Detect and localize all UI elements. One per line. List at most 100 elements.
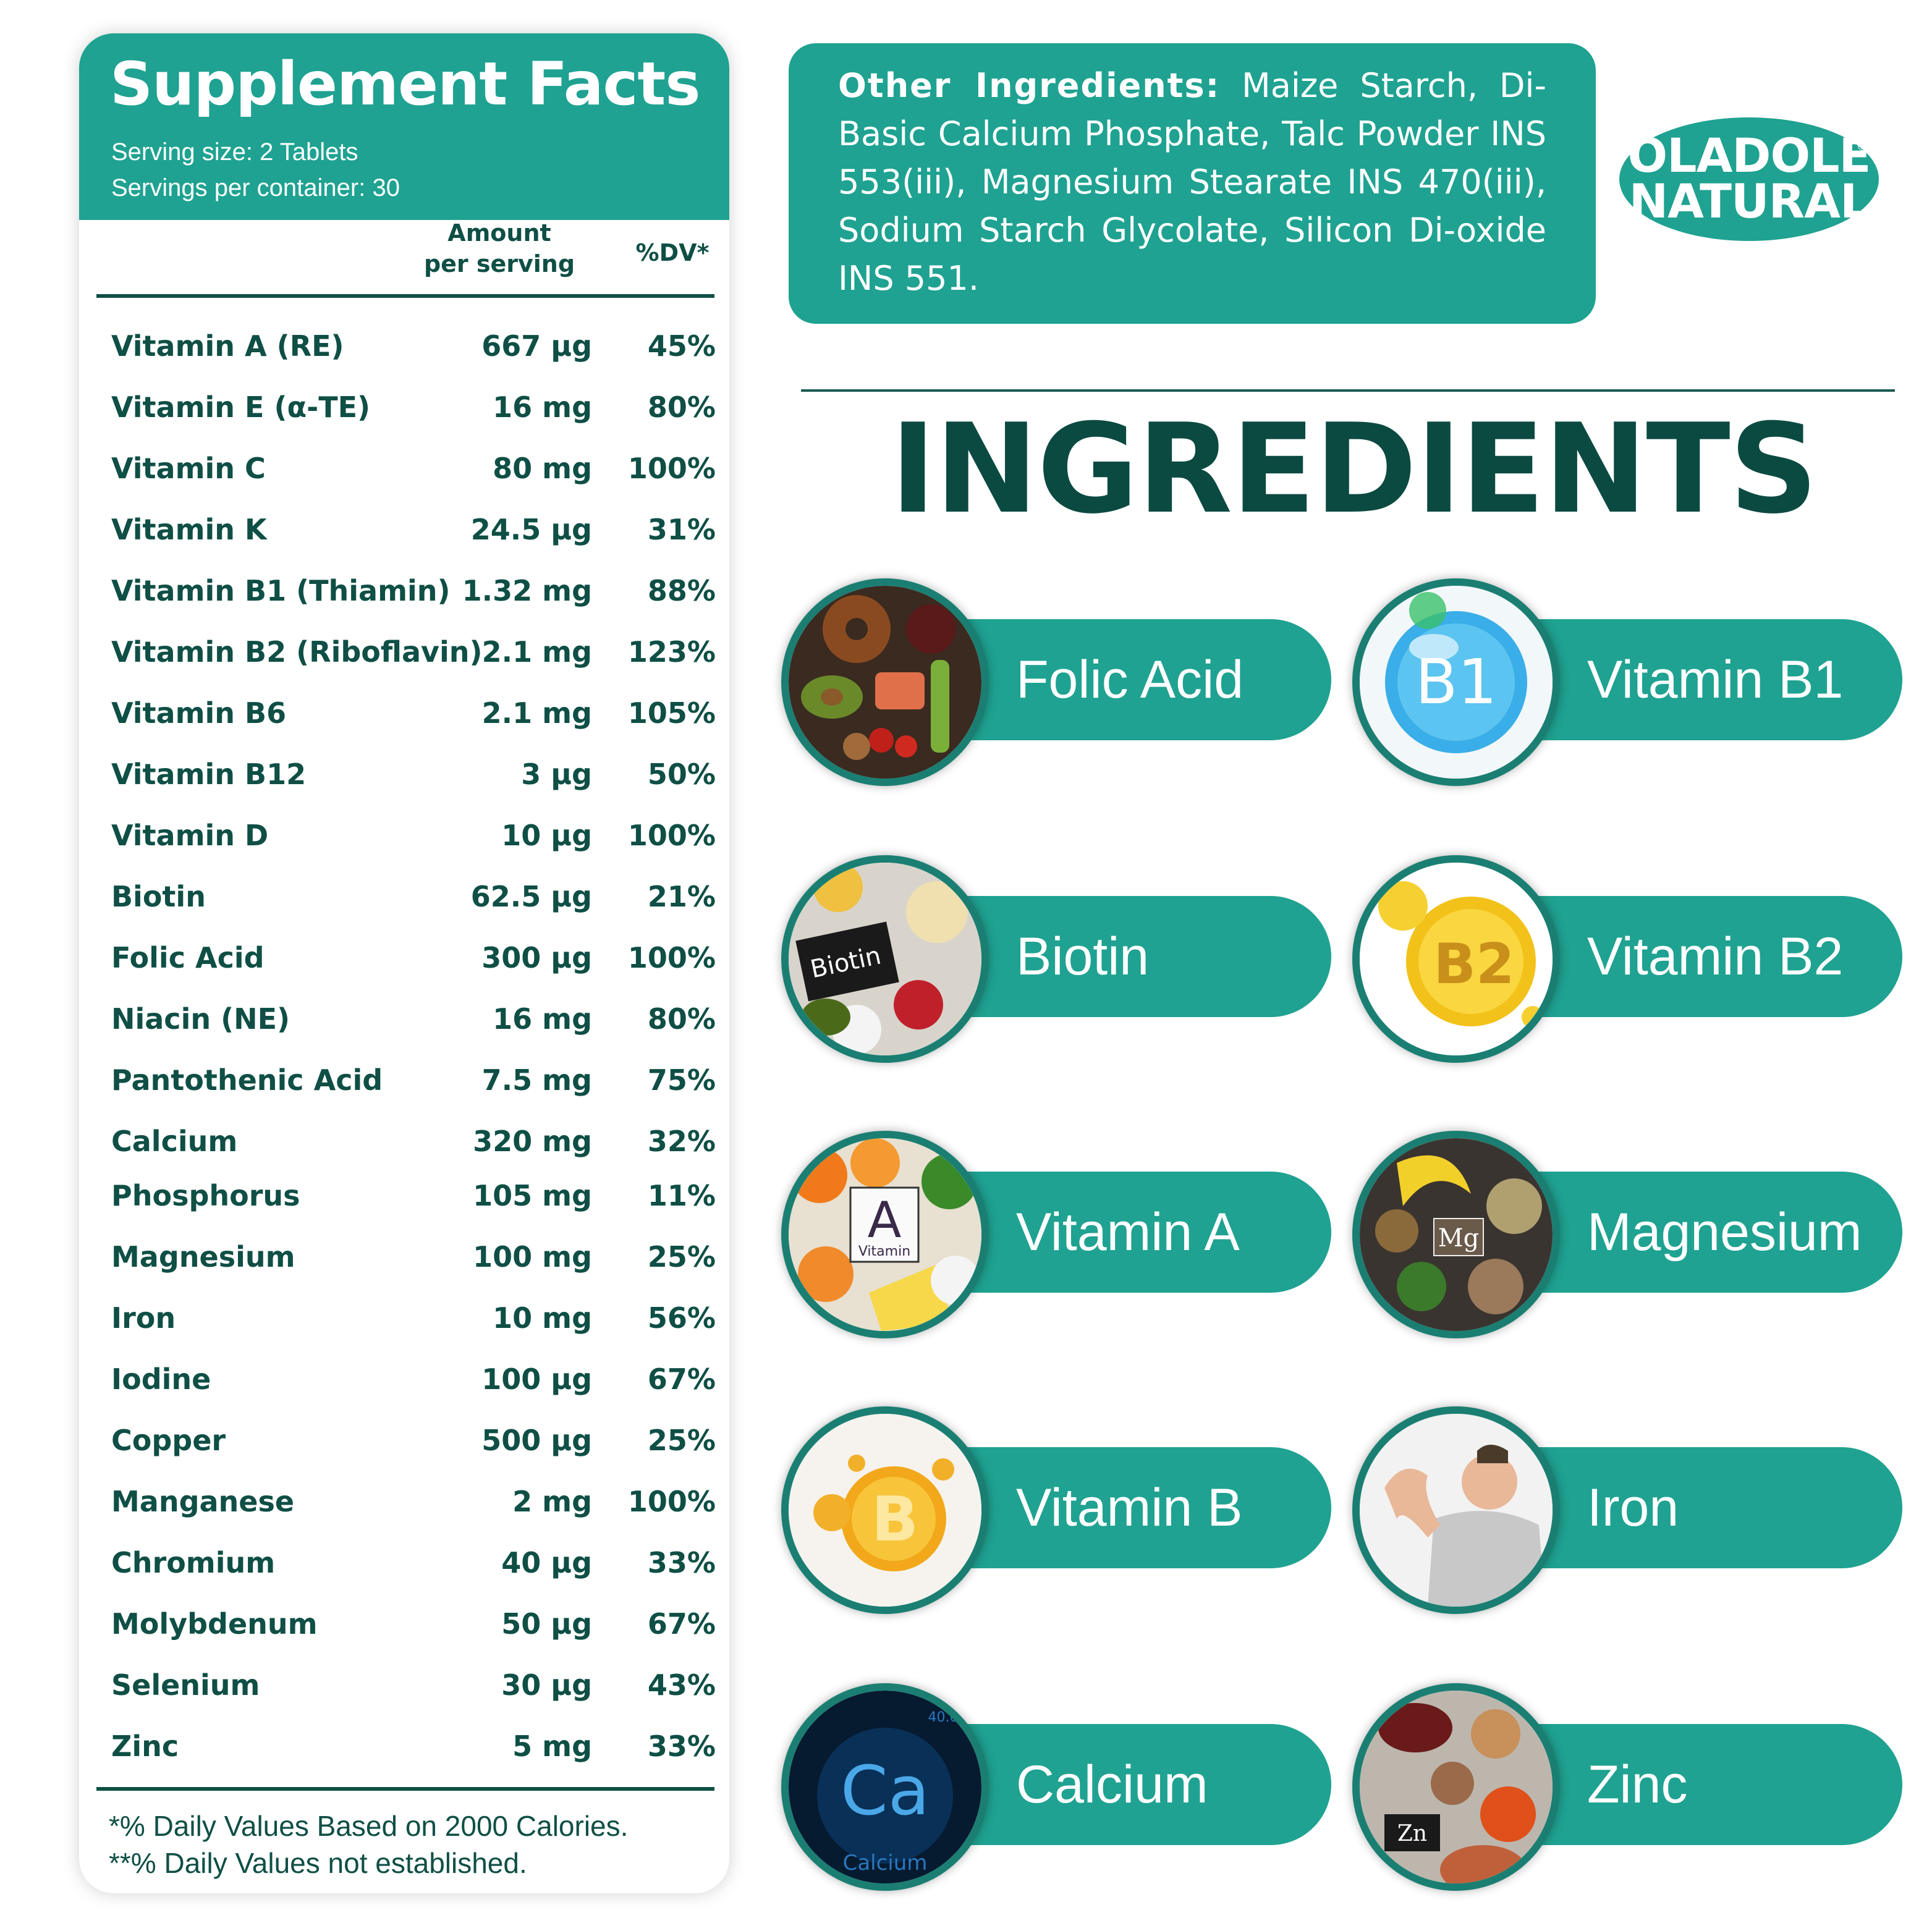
- nutrient-row: Vitamin D 10 µg 100%: [79, 807, 729, 864]
- flexing-man-icon: [1360, 1414, 1553, 1607]
- nutrient-row: Calcium 320 mg 32%: [79, 1113, 729, 1170]
- nutrient-dv: 67%: [647, 1607, 716, 1641]
- nutrient-name: Vitamin B6: [111, 696, 287, 730]
- nutrient-row: Biotin 62.5 µg 21%: [79, 868, 729, 925]
- nutrient-name: Vitamin E (α-TE): [111, 391, 371, 424]
- nutrient-dv: 80%: [647, 391, 716, 424]
- nutrient-dv: 123%: [627, 635, 716, 669]
- nutrient-amount: 500 µg: [481, 1424, 592, 1457]
- biotin-foods-image: Biotin: [781, 855, 989, 1063]
- nutrient-row: Zinc 5 mg 33%: [79, 1718, 729, 1775]
- nutrient-dv: 33%: [647, 1730, 716, 1763]
- nutrient-dv: 32%: [647, 1125, 716, 1158]
- nutrient-name: Vitamin C: [111, 452, 266, 485]
- supplement-facts-header: Supplement Facts Serving size: 2 Tablets…: [79, 33, 729, 220]
- ingredient-badge: Folic Acid: [781, 578, 1337, 788]
- brand-logo: OLADOLE NATURAL ®: [1619, 117, 1879, 241]
- icon-label: B2: [1433, 932, 1514, 997]
- nutrient-row: Vitamin B6 2.1 mg 105%: [79, 685, 729, 742]
- ingredient-label: Calcium: [1016, 1755, 1208, 1814]
- nutrient-amount: 80 mg: [493, 452, 592, 485]
- nutrient-row: Chromium 40 µg 33%: [79, 1534, 729, 1591]
- calcium-element-icon: Ca Calcium 40.0: [789, 1691, 981, 1883]
- registered-mark: ®: [1858, 138, 1868, 154]
- nutrient-dv: 25%: [647, 1424, 716, 1457]
- nutrient-name: Folic Acid: [111, 941, 265, 974]
- nutrient-name: Pantothenic Acid: [111, 1063, 383, 1097]
- nutrient-amount: 50 µg: [501, 1607, 592, 1641]
- nutrient-amount: 10 µg: [501, 819, 592, 852]
- ingredient-badge: Biotin Biotin: [781, 855, 1337, 1065]
- nutrient-name: Phosphorus: [111, 1179, 300, 1212]
- icon-label: Zn: [1397, 1821, 1427, 1846]
- nutrient-amount: 24.5 µg: [470, 513, 592, 546]
- nutrient-amount: 100 µg: [481, 1363, 592, 1396]
- nutrient-dv: 11%: [647, 1179, 716, 1212]
- brand-logo-line2: NATURAL: [1629, 174, 1870, 229]
- nutrient-row: Selenium 30 µg 43%: [79, 1657, 729, 1713]
- nutrient-name: Iron: [111, 1301, 176, 1335]
- nutrient-row: Vitamin A (RE) 667 µg 45%: [79, 318, 729, 374]
- nutrient-dv: 100%: [627, 941, 716, 974]
- supplement-facts-panel: Supplement Facts Serving size: 2 Tablets…: [79, 33, 729, 1893]
- nutrient-row: Pantothenic Acid 7.5 mg 75%: [79, 1052, 729, 1109]
- ingredient-label: Biotin: [1016, 927, 1150, 986]
- section-divider: [801, 389, 1895, 392]
- nutrient-amount: 100 mg: [473, 1240, 592, 1274]
- vitamin-a-foods-image: A Vitamin: [781, 1131, 989, 1338]
- icon-label: Ca: [841, 1751, 930, 1830]
- b1-vitamin-bubble-icon: B1: [1360, 586, 1553, 779]
- supplement-facts-title: Supplement Facts: [110, 49, 700, 119]
- ingredient-label: Vitamin A: [1016, 1202, 1240, 1262]
- nutrient-name: Zinc: [111, 1730, 179, 1763]
- other-ingredients-box: Other Ingredients: Maize Starch, Di-Basi…: [789, 43, 1596, 324]
- nutrient-name: Molybdenum: [111, 1607, 318, 1641]
- nutrient-row: Vitamin C 80 mg 100%: [79, 440, 729, 497]
- vitamin-b-bubble-image: B: [781, 1406, 989, 1614]
- table-bottom-rule: [96, 1787, 714, 1791]
- nutrient-table: Vitamin A (RE) 667 µg 45% Vitamin E (α-TE) 1…: [79, 318, 729, 1782]
- nutrient-name: Copper: [111, 1424, 226, 1457]
- calcium-element-image: Ca Calcium 40.0: [781, 1683, 989, 1891]
- nutrient-dv: 43%: [647, 1668, 716, 1702]
- nutrient-dv: 25%: [647, 1240, 716, 1274]
- servings-per-container: Servings per container: 30: [111, 174, 400, 201]
- nutrient-amount: 16 mg: [493, 391, 592, 424]
- other-ingredients-label: Other Ingredients:: [838, 66, 1221, 105]
- nutrient-name: Niacin (NE): [111, 1002, 290, 1036]
- magnesium-foods-image: Mg: [1352, 1131, 1560, 1338]
- nutrient-dv: 21%: [647, 880, 716, 913]
- icon-label: B: [871, 1483, 918, 1555]
- nutrient-name: Vitamin B1 (Thiamin): [111, 574, 451, 607]
- nutrient-dv: 75%: [647, 1063, 716, 1097]
- ingredient-label: Vitamin B: [1016, 1478, 1243, 1537]
- nutrient-dv: 50%: [647, 758, 716, 791]
- ingredient-badge: Vitamin B2 B2: [1352, 855, 1909, 1065]
- zinc-foods-icon: Zn: [1360, 1691, 1553, 1883]
- nutrient-row: Molybdenum 50 µg 67%: [79, 1595, 729, 1652]
- nutrient-amount: 2.1 mg: [481, 635, 592, 669]
- b2-vitamin-bubble-image: B2: [1352, 855, 1560, 1063]
- nutrient-name: Iodine: [111, 1363, 211, 1396]
- nutrient-dv: 67%: [647, 1363, 716, 1396]
- nutrient-name: Calcium: [111, 1125, 238, 1158]
- nutrient-name: Chromium: [111, 1546, 276, 1579]
- ingredient-badge: Vitamin B B: [781, 1406, 1337, 1616]
- nutrient-row: Vitamin E (α-TE) 16 mg 80%: [79, 379, 729, 436]
- other-ingredients-list: Maize Starch, Di-Basic Calcium Phosphate…: [838, 66, 1546, 298]
- footnote-not-established: **% Daily Values not established.: [109, 1847, 527, 1879]
- nutrient-row: Vitamin B1 (Thiamin) 1.32 mg 88%: [79, 562, 729, 619]
- magnesium-foods-icon: Mg: [1360, 1138, 1553, 1331]
- nutrient-row: Vitamin B2 (Riboflavin) 2.1 mg 123%: [79, 623, 729, 680]
- nutrient-name: Magnesium: [111, 1240, 295, 1274]
- b2-vitamin-bubble-icon: B2: [1360, 863, 1553, 1055]
- nutrient-row: Iron 10 mg 56%: [79, 1290, 729, 1346]
- nutrient-name: Vitamin K: [111, 513, 267, 546]
- nutrient-name: Selenium: [111, 1668, 260, 1702]
- footnote-daily-values: *% Daily Values Based on 2000 Calories.: [109, 1810, 629, 1842]
- biotin-foods-icon: Biotin: [789, 863, 981, 1055]
- nutrient-dv: 88%: [647, 574, 716, 607]
- flexing-man-image: [1352, 1406, 1560, 1614]
- zinc-foods-image: Zn: [1352, 1683, 1560, 1891]
